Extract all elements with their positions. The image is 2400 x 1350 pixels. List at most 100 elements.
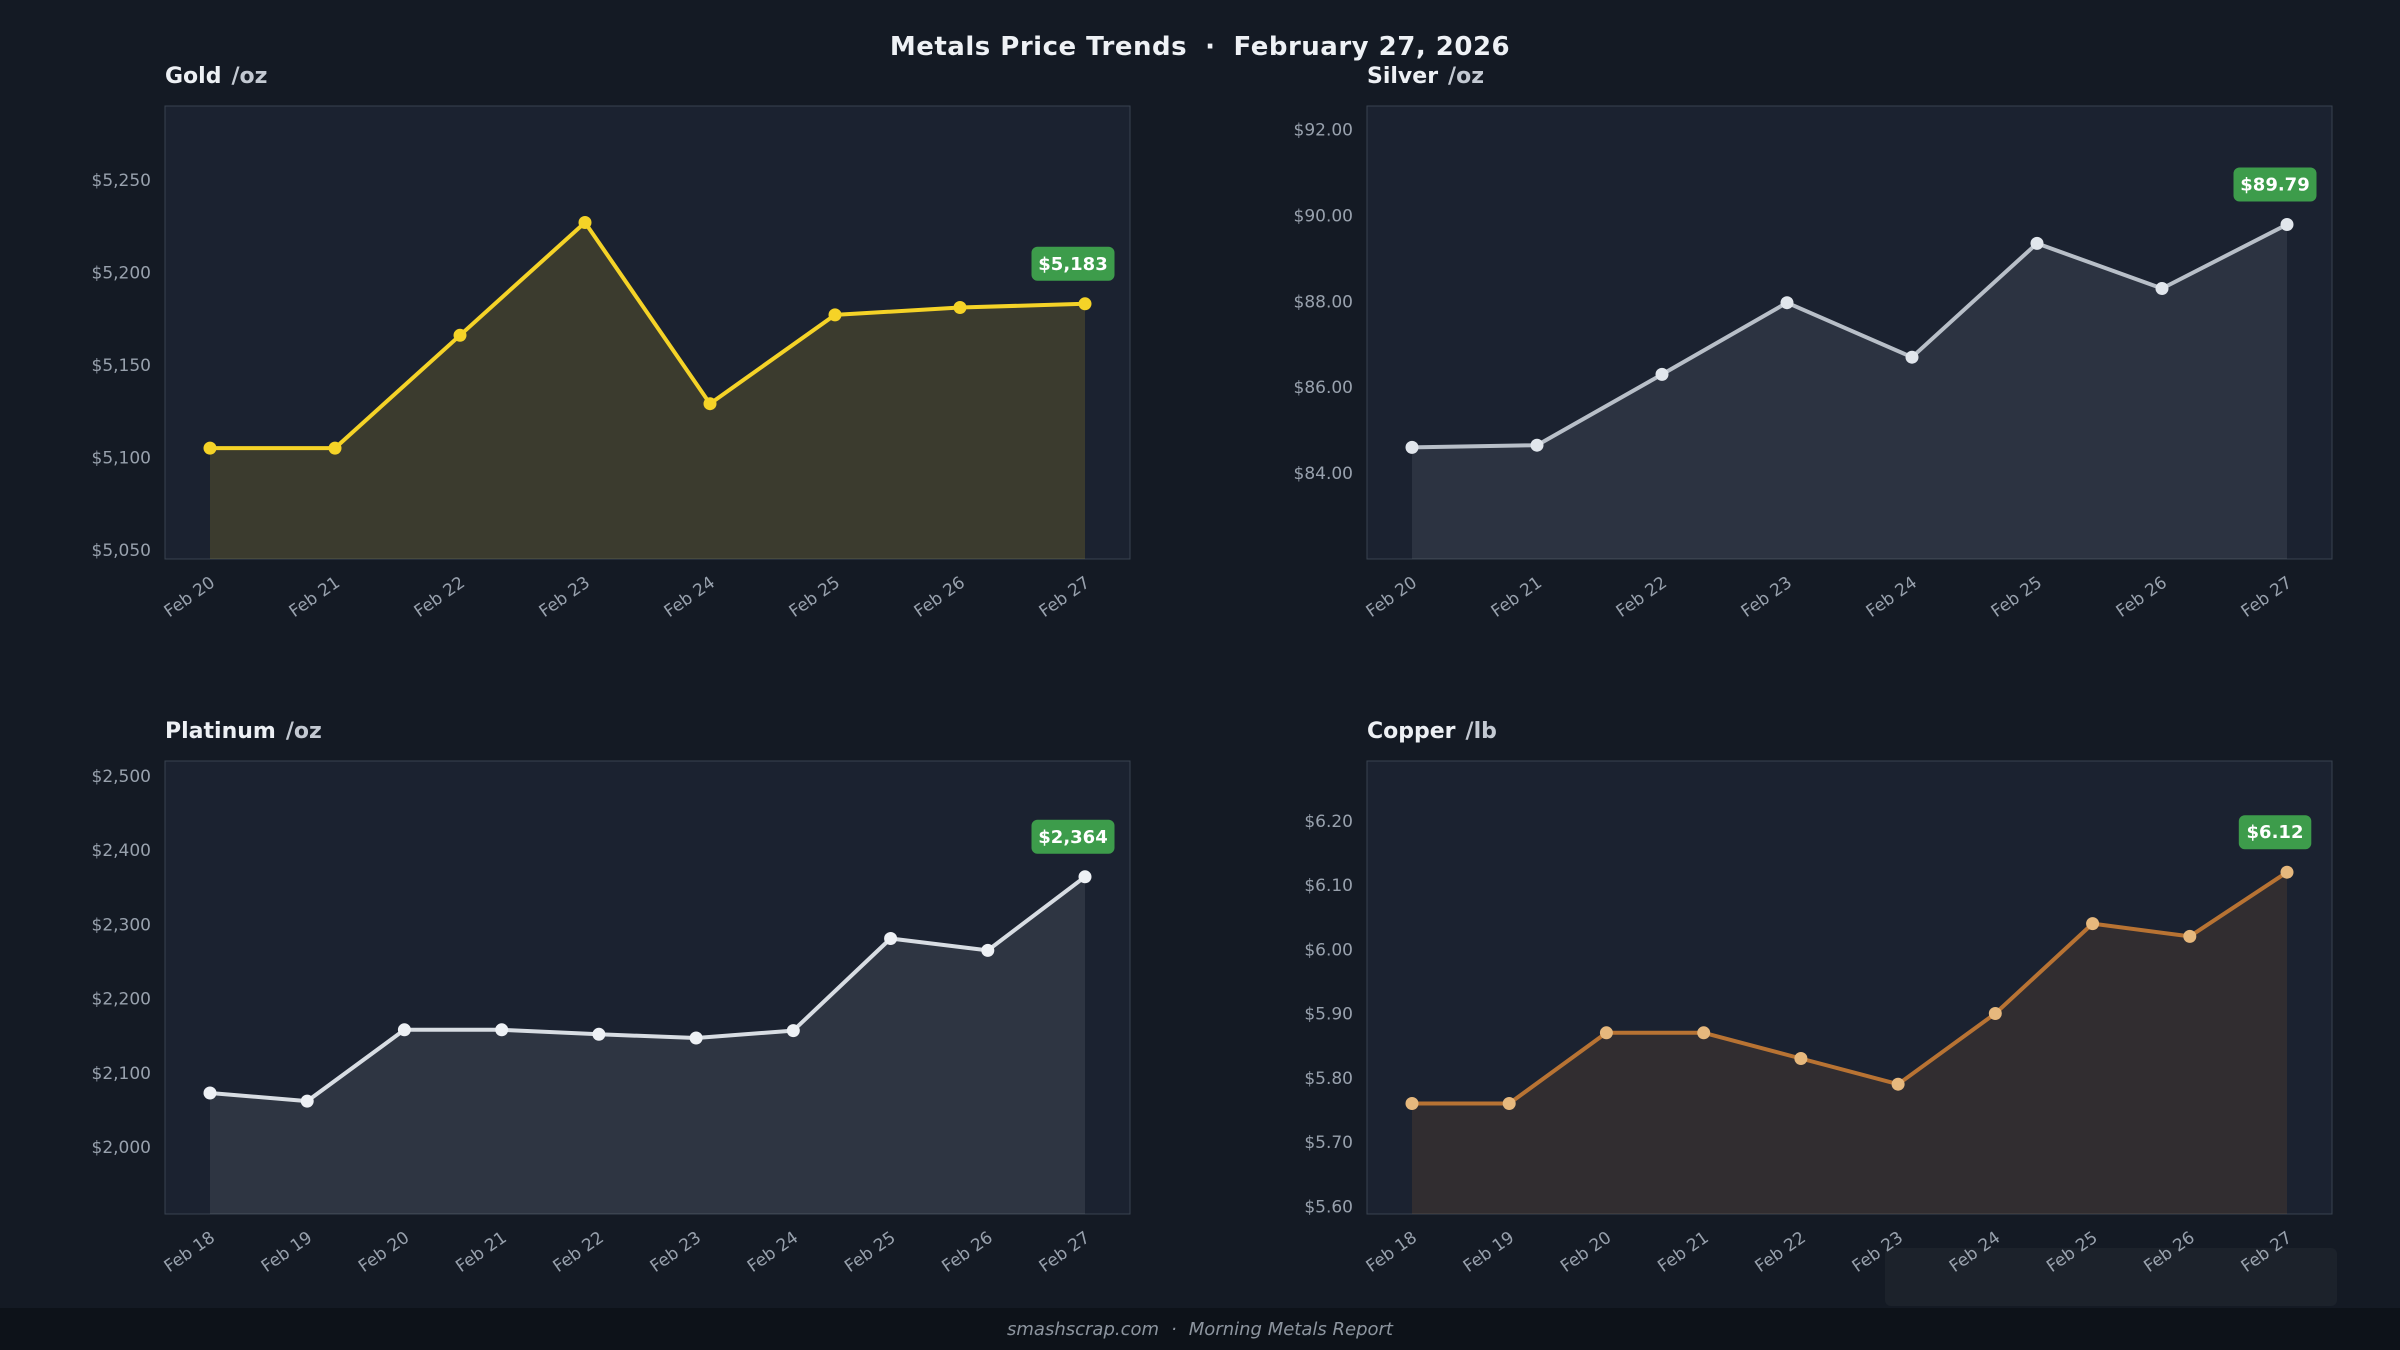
data-point-marker [1405, 1097, 1419, 1110]
metal-name: Silver [1367, 64, 1439, 89]
y-tick-label: $2,300 [92, 915, 151, 935]
watermark-overlay [1885, 1248, 2337, 1306]
x-tick-label: Feb 23 [1738, 573, 1796, 622]
y-tick-label: $5.70 [1304, 1133, 1353, 1153]
data-point-marker [1405, 440, 1419, 454]
data-point-marker [1078, 297, 1092, 311]
last-value-badge-label: $2,364 [1038, 827, 1107, 848]
x-tick-label: Feb 20 [161, 573, 219, 622]
y-tick-label: $5,050 [92, 541, 151, 561]
data-point-marker [953, 301, 967, 314]
data-point-marker [1891, 1077, 1905, 1091]
data-point-marker [689, 1031, 703, 1045]
y-tick-label: $5,200 [92, 263, 151, 283]
data-point-marker [397, 1023, 411, 1037]
data-point-marker [786, 1024, 800, 1038]
x-tick-label: Feb 27 [1036, 573, 1094, 622]
chart-panel [164, 760, 1131, 1215]
data-point-marker [884, 932, 898, 945]
chart-title-gold: Gold/oz [165, 64, 267, 89]
x-tick-label: Feb 27 [2238, 573, 2296, 622]
data-point-marker [453, 328, 467, 342]
data-point-marker [1502, 1097, 1516, 1110]
data-point-marker [203, 441, 217, 455]
x-tick-label: Feb 19 [1460, 1228, 1518, 1277]
footer-separator: · [1171, 1318, 1177, 1340]
y-tick-label: $5.80 [1304, 1069, 1353, 1089]
metal-name: Platinum [165, 719, 276, 744]
data-point-marker [203, 1086, 217, 1100]
data-point-marker [592, 1027, 606, 1041]
x-tick-label: Feb 23 [647, 1228, 705, 1277]
y-tick-label: $2,400 [92, 841, 151, 861]
price-line [1410, 870, 2289, 1106]
metal-unit: /oz [285, 719, 322, 744]
chart-panel [1366, 105, 2333, 560]
price-area [1412, 872, 2287, 1214]
data-point-marker [1655, 367, 1669, 381]
x-tick-label: Feb 21 [1654, 1228, 1712, 1277]
y-tick-label: $6.10 [1304, 876, 1353, 896]
x-tick-label: Feb 25 [1988, 573, 2046, 622]
gold-price-chart: $5,050 $5,100 $5,150 $5,200 $5,250 Feb 20 Feb … [92, 105, 1131, 622]
y-tick-label: $6.20 [1304, 812, 1353, 832]
data-point-marker [2155, 282, 2169, 295]
last-value-badge [1031, 246, 1115, 281]
data-point-marker [1697, 1026, 1711, 1040]
silver-price-chart: $84.00 $86.00 $88.00 $90.00 $92.00 Feb 20 Feb … [1294, 105, 2333, 622]
chart-panel [1366, 760, 2333, 1215]
data-point-marker [578, 216, 592, 229]
data-point-marker [2280, 865, 2294, 879]
metal-unit: /lb [1465, 719, 1497, 744]
data-point-marker [1780, 296, 1794, 310]
copper-price-chart: $5.60 $5.70 $5.80 $5.90 $6.00 $6.10 $6.20 Feb 1… [1304, 760, 2333, 1277]
chart-title-platinum: Platinum/oz [165, 719, 322, 744]
x-tick-label: Feb 21 [452, 1228, 510, 1277]
price-area [1412, 224, 2287, 559]
platinum-price-chart: $2,000 $2,100 $2,200 $2,300 $2,400 $2,500 Feb … [92, 760, 1131, 1277]
data-point-marker [1599, 1026, 1613, 1040]
x-tick-label: Feb 18 [161, 1228, 219, 1277]
metal-name: Copper [1367, 719, 1456, 744]
data-point-marker [1078, 870, 1092, 884]
x-tick-label: Feb 22 [1613, 573, 1671, 622]
data-point-marker [1530, 438, 1544, 452]
page-title-text: Metals Price Trends [889, 32, 1188, 62]
x-tick-label: Feb 22 [549, 1228, 607, 1277]
data-point-marker [2280, 218, 2294, 231]
x-tick-label: Feb 25 [841, 1228, 899, 1277]
chart-block-silver: Silver/oz $84.00 $86.00 $88.00 $90.00 $92.00… [1267, 58, 2387, 718]
x-tick-label: Feb 23 [536, 573, 594, 622]
price-line [208, 220, 1087, 451]
y-tick-label: $2,000 [92, 1138, 151, 1158]
data-point-marker [828, 308, 842, 322]
last-value-badge [1031, 819, 1115, 854]
data-point-marker [1794, 1052, 1808, 1065]
metal-unit: /oz [231, 64, 268, 89]
x-tick-label: Feb 18 [1363, 1228, 1421, 1277]
x-tick-label: Feb 25 [786, 573, 844, 622]
y-tick-label: $92.00 [1294, 121, 1353, 141]
data-point-marker [2183, 929, 2197, 943]
metal-unit: /oz [1448, 64, 1485, 89]
last-value-badge-label: $6.12 [2247, 822, 2304, 843]
y-tick-label: $2,200 [92, 990, 151, 1010]
price-area [210, 222, 1085, 559]
page-title: Metals Price Trends · February 27, 2026 [0, 32, 2400, 62]
x-tick-label: Feb 26 [2113, 573, 2171, 622]
footer-report-name: Morning Metals Report [1188, 1318, 1393, 1340]
chart-block-copper: Copper/lb $5.60 $5.70 $5.80 $5.90 $6.00 $6.10… [1267, 713, 2387, 1350]
last-value-badge-label: $89.79 [2240, 175, 2309, 196]
data-point-marker [703, 397, 717, 411]
x-tick-label: Feb 27 [1036, 1228, 1094, 1277]
x-tick-label: Feb 21 [286, 573, 344, 622]
y-tick-label: $86.00 [1294, 378, 1353, 398]
y-tick-label: $6.00 [1304, 940, 1353, 960]
data-point-marker [1988, 1007, 2002, 1020]
data-point-marker [495, 1023, 509, 1037]
x-tick-label: Feb 20 [1557, 1228, 1615, 1277]
last-value-badge [2238, 815, 2312, 850]
chart-block-gold: Gold/oz $5,050 $5,100 $5,150 $5,200 $5,250 Fe… [65, 58, 1185, 718]
data-point-marker [1905, 350, 1919, 364]
